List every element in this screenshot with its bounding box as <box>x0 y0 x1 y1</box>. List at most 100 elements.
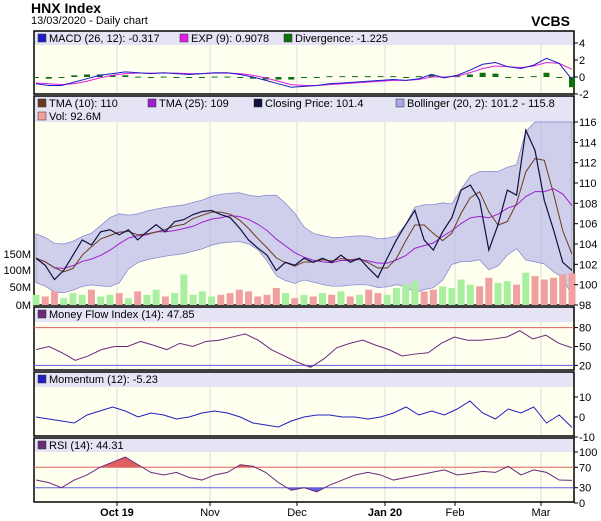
divergence-bar <box>517 77 524 78</box>
divergence-bar <box>160 76 167 78</box>
volume-bar <box>439 286 447 305</box>
chart-title: HNX Index <box>31 0 102 16</box>
volume-bar <box>522 272 530 305</box>
money-flow-index-line <box>35 330 573 368</box>
divergence-bar <box>530 76 537 78</box>
divergence-bar <box>339 76 346 78</box>
volume-bar <box>134 291 142 305</box>
x-tick-label: Oct 19 <box>100 507 134 519</box>
legend-tma25: TMA (25): 109 <box>159 98 229 110</box>
volume-tick-label: 50M <box>10 282 31 294</box>
y-tick-label: 100 <box>579 447 597 459</box>
legend-swatch-icon <box>37 111 47 121</box>
divergence-bar <box>147 77 154 78</box>
volume-bar <box>374 293 382 305</box>
legend-tma10: TMA (10): 110 <box>49 98 118 110</box>
volume-bar <box>540 279 548 305</box>
y-tick-label: 20 <box>579 360 591 372</box>
y-tick-label: 0 <box>579 498 585 510</box>
x-tick-label: Feb <box>446 507 465 519</box>
volume-bar <box>124 298 132 305</box>
y-tick-label: 4 <box>579 38 585 50</box>
volume-bar <box>115 293 123 305</box>
panel-border <box>33 30 575 95</box>
divergence-bar <box>543 72 550 77</box>
divergence-bar <box>122 75 129 77</box>
y-tick-label: -10 <box>579 432 595 444</box>
volume-bar <box>503 281 511 305</box>
y-tick-label: -2 <box>579 89 589 101</box>
volume-bar <box>568 273 576 305</box>
volume-tick-label: 150M <box>3 249 31 261</box>
legend-swatch-icon <box>37 374 47 384</box>
volume-bar <box>383 294 391 305</box>
panel-border <box>33 371 575 437</box>
divergence-bar <box>173 77 180 78</box>
y-tick-label: 116 <box>579 117 597 129</box>
volume-bar <box>41 296 49 305</box>
divergence-bar <box>415 76 422 78</box>
y-tick-label: 106 <box>579 219 597 231</box>
divergence-bar <box>224 76 231 78</box>
volume-bar <box>217 294 225 305</box>
legend-band <box>34 438 574 452</box>
divergence-bar <box>237 77 244 78</box>
volume-bar <box>60 298 68 305</box>
divergence-bar <box>352 76 359 78</box>
volume-bar <box>392 288 400 305</box>
legend-volume: Vol: 92.6M <box>49 111 101 123</box>
legend-band <box>34 307 574 322</box>
volume-bar <box>309 296 317 305</box>
divergence-bar <box>301 77 307 78</box>
divergence-bar <box>364 76 371 78</box>
volume-bar <box>272 288 280 305</box>
legend-swatch-icon <box>37 98 47 108</box>
volume-bar <box>531 276 539 305</box>
volume-bar <box>448 288 456 305</box>
y-tick-label: 98 <box>579 300 591 312</box>
divergence-bar <box>466 74 473 77</box>
legend-exp: EXP (9): 0.9078 <box>191 33 269 45</box>
volume-bar <box>263 294 271 305</box>
volume-bar <box>411 281 419 305</box>
legend-divergence: Divergence: -1.225 <box>295 33 388 45</box>
divergence-bar <box>326 76 333 78</box>
volume-bar <box>97 296 105 305</box>
legend-band <box>34 96 574 122</box>
y-tick-label: 2 <box>579 55 585 67</box>
legend-money-flow-index: Money Flow Index (14): 47.85 <box>49 309 195 321</box>
chart-subtitle: 13/03/2020 - Daily chart <box>31 15 148 27</box>
volume-bar <box>180 274 188 305</box>
x-tick-label: Mar <box>532 507 551 519</box>
volume-bar <box>457 279 465 305</box>
legend-closing-price: Closing Price: 101.4 <box>265 98 363 110</box>
y-tick-label: 70 <box>579 462 591 474</box>
volume-bar <box>235 289 243 305</box>
momentum-line <box>35 400 573 428</box>
volume-bar <box>87 289 95 305</box>
legend-swatch-icon <box>37 33 47 43</box>
panel-border <box>33 306 575 371</box>
volume-bar <box>513 284 521 305</box>
legend-swatch-icon <box>253 98 263 108</box>
y-tick-label: 0 <box>579 72 585 84</box>
divergence-bar <box>71 75 78 77</box>
volume-bar <box>346 296 354 305</box>
volume-bar <box>189 294 197 305</box>
exp-line <box>35 62 573 86</box>
volume-bar <box>254 296 262 305</box>
divergence-bar <box>58 77 65 78</box>
rsi-line <box>35 456 573 493</box>
volume-bar <box>152 289 160 305</box>
divergence-bar <box>275 77 282 80</box>
divergence-bar <box>186 77 193 78</box>
divergence-bar <box>313 77 320 78</box>
volume-bar <box>420 291 428 305</box>
volume-bar <box>318 293 326 305</box>
volume-bar <box>337 291 345 305</box>
divergence-bar <box>109 75 116 77</box>
divergence-bar <box>198 77 205 78</box>
divergence-bar <box>84 74 91 77</box>
